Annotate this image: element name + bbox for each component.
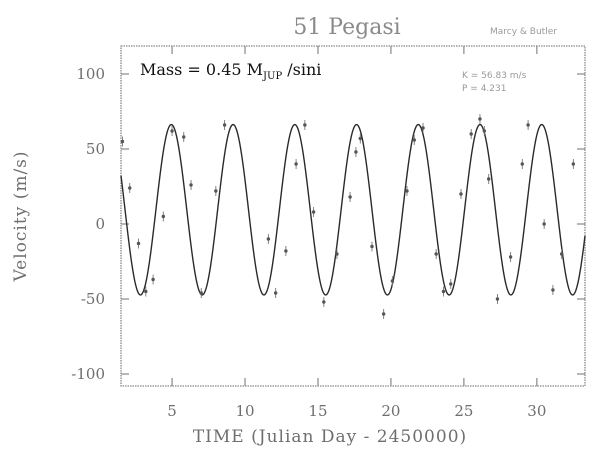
- y-tick-label: 100: [76, 65, 105, 83]
- data-point: [214, 189, 218, 193]
- x-tick-label: 25: [454, 402, 473, 420]
- data-point: [161, 214, 166, 219]
- chart-credit: Marcy & Butler: [490, 27, 557, 37]
- data-point: [182, 135, 186, 139]
- mass-annotation: Mass = 0.45 MJUP /sini: [140, 60, 321, 82]
- data-point: [222, 123, 227, 127]
- data-point: [303, 123, 307, 127]
- x-tick-label: 20: [381, 402, 400, 420]
- data-point: [526, 123, 530, 127]
- data-point: [136, 241, 141, 246]
- data-point: [335, 252, 339, 256]
- y-tick-labels: 100 50 0 -50 -100: [71, 65, 105, 383]
- mass-prefix: Mass = 0.45 M: [140, 60, 263, 79]
- data-point: [449, 282, 453, 286]
- data-point: [486, 177, 491, 181]
- data-point: [459, 192, 463, 196]
- x-tick-label: 30: [527, 402, 546, 420]
- data-point: [284, 249, 288, 253]
- y-axis-label: Velocity (m/s): [11, 150, 31, 282]
- data-point: [551, 288, 555, 292]
- data-point: [441, 289, 446, 294]
- data-point: [412, 138, 416, 142]
- data-point: [322, 300, 326, 304]
- mass-subscript: JUP: [262, 71, 282, 82]
- x-tick-label: 5: [167, 402, 177, 420]
- y-tick-label: 0: [95, 215, 105, 233]
- data-point: [571, 162, 576, 166]
- data-point: [348, 195, 352, 199]
- y-tick-label: -50: [81, 290, 105, 308]
- axis-ticks: [121, 46, 585, 386]
- data-point: [405, 189, 409, 193]
- data-point: [559, 252, 564, 256]
- y-tick-label: 50: [86, 140, 105, 158]
- data-point: [508, 255, 513, 259]
- x-axis-label: TIME (Julian Day - 2450000): [193, 427, 467, 447]
- data-point: [144, 289, 148, 294]
- data-point: [266, 237, 271, 241]
- data-point: [120, 139, 125, 144]
- data-point: [381, 312, 386, 316]
- data-point: [358, 136, 362, 141]
- data-point: [294, 162, 298, 166]
- orbit-fit-curve: [120, 123, 586, 296]
- mass-suffix: /sini: [282, 60, 321, 79]
- x-tick-label: 15: [308, 402, 327, 420]
- data-point: [520, 162, 524, 166]
- data-point: [189, 183, 193, 187]
- data-point: [482, 129, 487, 133]
- data-point: [199, 291, 203, 295]
- data-point: [273, 291, 278, 295]
- x-tick-labels: 5 10 15 20 25 30: [167, 402, 546, 420]
- plot-frame: [120, 45, 586, 387]
- data-point: [151, 277, 155, 282]
- data-point: [478, 117, 482, 121]
- x-tick-label: 10: [235, 402, 254, 420]
- data-point: [370, 244, 374, 249]
- data-point: [128, 186, 132, 190]
- legend-entry-p: P = 4.231: [462, 84, 506, 94]
- data-point: [495, 297, 500, 301]
- data-point: [421, 126, 425, 130]
- data-point: [170, 129, 174, 133]
- data-points: [120, 114, 576, 319]
- data-point: [390, 279, 395, 283]
- data-point: [434, 252, 438, 256]
- data-point: [469, 132, 473, 136]
- data-point: [542, 222, 546, 226]
- y-tick-label: -100: [71, 365, 105, 383]
- data-point: [354, 150, 358, 154]
- data-point: [311, 210, 316, 214]
- legend-entry-k: K = 56.83 m/s: [462, 71, 527, 81]
- chart-title: 51 Pegasi: [293, 15, 400, 40]
